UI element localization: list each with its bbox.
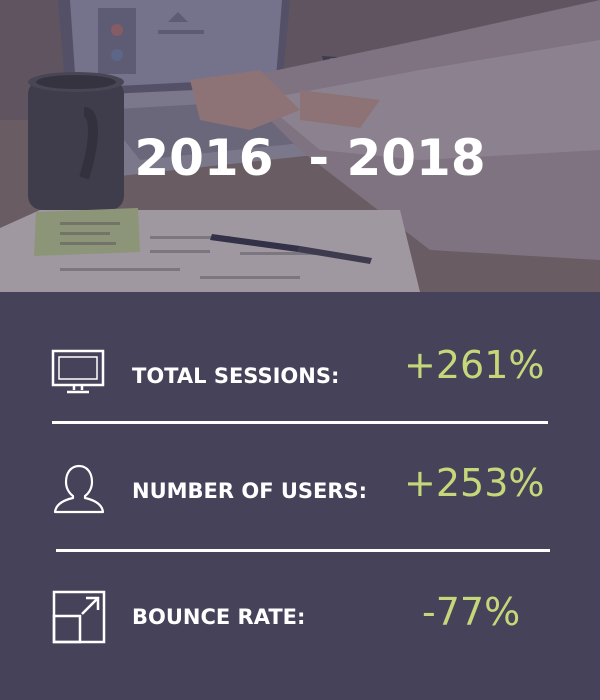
number-of-users-label: NUMBER OF USERS:: [132, 479, 368, 503]
hero-title: 2016 - 2018: [134, 129, 486, 187]
bounce-rate-value: -77%: [422, 590, 521, 634]
divider-1: [52, 421, 548, 424]
expand-arrow-icon: [52, 590, 106, 644]
hero-photo: 2016 - 2018: [0, 0, 600, 292]
total-sessions-value: +261%: [404, 343, 545, 387]
stats-panel: TOTAL SESSIONS: +261% NUMBER OF USERS: +…: [0, 292, 600, 700]
number-of-users-value: +253%: [404, 461, 545, 505]
bounce-rate-label: BOUNCE RATE:: [132, 605, 306, 629]
desk-photo-illustration: [0, 0, 600, 292]
user-icon: [53, 464, 105, 514]
total-sessions-label: TOTAL SESSIONS:: [132, 364, 340, 388]
divider-2: [56, 549, 550, 552]
monitor-icon: [51, 349, 105, 394]
